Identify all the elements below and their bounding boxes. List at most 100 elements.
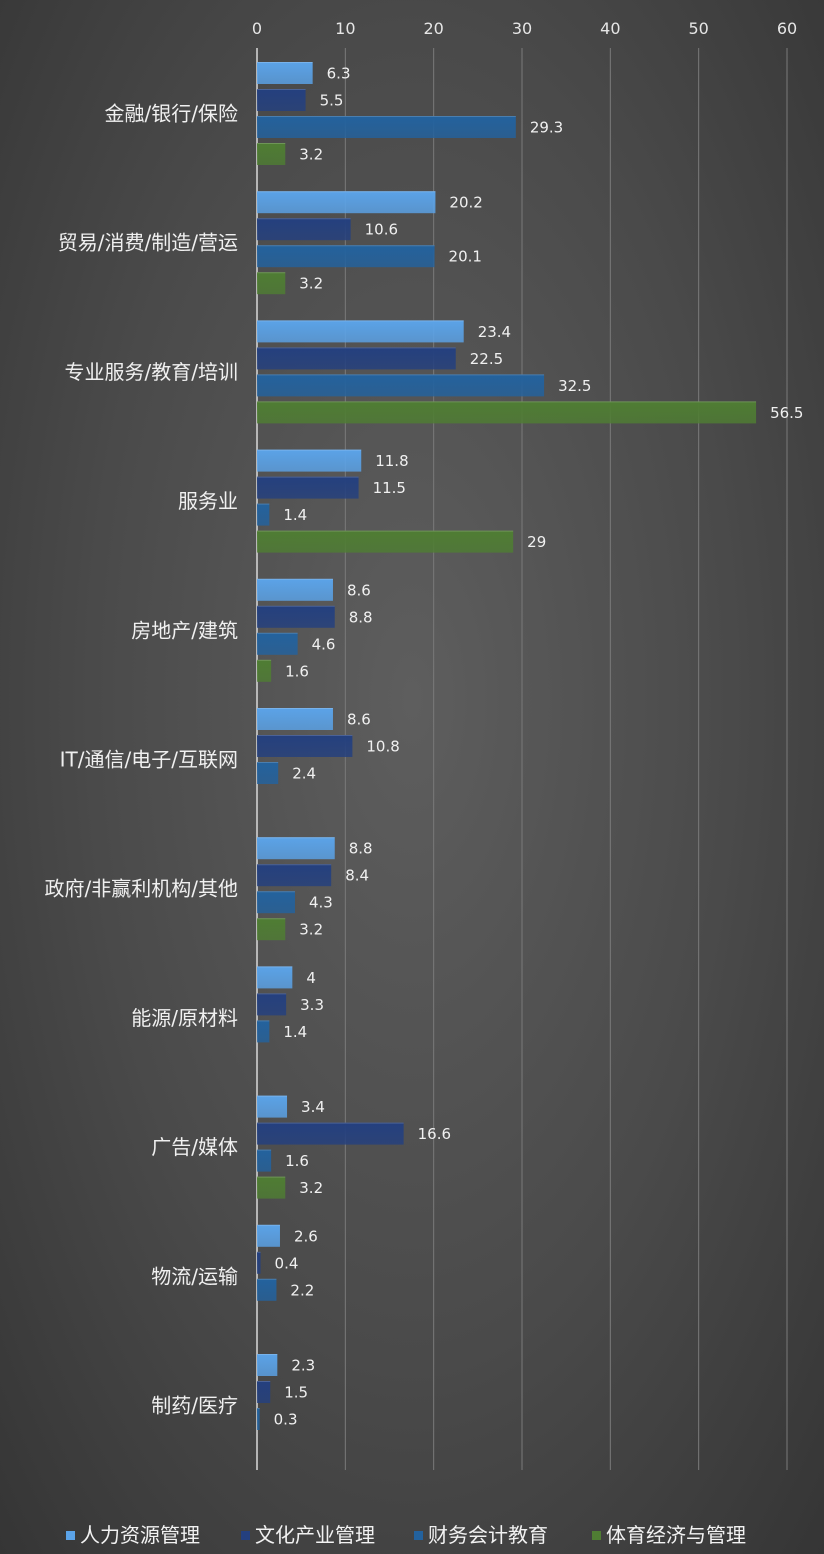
legend-label: 文化产业管理 xyxy=(255,1523,375,1547)
bar xyxy=(257,1278,277,1301)
bar xyxy=(257,272,286,295)
bar xyxy=(257,530,514,553)
data-label: 3.3 xyxy=(300,996,324,1014)
bar xyxy=(257,347,456,370)
bar xyxy=(257,993,287,1016)
data-label: 3.2 xyxy=(299,275,323,293)
x-tick-label: 10 xyxy=(335,19,355,38)
x-tick-label: 40 xyxy=(600,19,620,38)
category-label: 房地产/建筑 xyxy=(131,618,238,642)
category-label: 服务业 xyxy=(178,489,238,513)
data-label: 11.5 xyxy=(373,479,406,497)
legend-swatch xyxy=(241,1531,250,1540)
data-label: 1.6 xyxy=(285,1152,309,1170)
legend-swatch xyxy=(66,1531,75,1540)
data-label: 3.2 xyxy=(299,921,323,939)
bar xyxy=(257,191,436,214)
data-label: 3.2 xyxy=(299,1179,323,1197)
legend-label: 人力资源管理 xyxy=(80,1523,200,1547)
bar xyxy=(257,143,286,165)
bar xyxy=(257,89,306,111)
category-label: 物流/运输 xyxy=(151,1264,238,1288)
data-label: 8.8 xyxy=(349,840,373,858)
data-label: 2.3 xyxy=(291,1357,315,1375)
x-tick-label: 30 xyxy=(512,19,532,38)
data-label: 20.2 xyxy=(449,194,482,212)
data-label: 20.1 xyxy=(449,248,482,266)
data-label: 56.5 xyxy=(770,404,803,422)
bar xyxy=(257,320,464,343)
bar xyxy=(257,245,435,268)
bar xyxy=(257,449,362,472)
bar xyxy=(257,1224,280,1247)
data-label: 1.4 xyxy=(283,1023,307,1041)
bar xyxy=(257,735,353,757)
data-label: 4.3 xyxy=(309,894,333,912)
bar xyxy=(257,1122,404,1145)
legend-label: 体育经济与管理 xyxy=(606,1523,746,1547)
bar xyxy=(257,1095,288,1118)
data-label: 3.4 xyxy=(301,1098,325,1116)
x-tick-label: 60 xyxy=(777,19,797,38)
bar xyxy=(257,762,279,784)
legend-label: 财务会计教育 xyxy=(428,1523,548,1547)
data-label: 23.4 xyxy=(478,323,511,341)
bar xyxy=(257,1354,278,1376)
bar xyxy=(257,503,270,526)
data-label: 4 xyxy=(306,969,316,987)
bar xyxy=(257,1020,270,1043)
data-label: 16.6 xyxy=(418,1125,451,1143)
bar xyxy=(257,918,286,941)
bar xyxy=(257,1149,272,1172)
bar xyxy=(257,62,313,84)
bar xyxy=(257,401,757,424)
data-label: 1.6 xyxy=(285,662,309,680)
category-label: 贸易/消费/制造/营运 xyxy=(58,231,238,255)
data-label: 6.3 xyxy=(327,65,351,83)
data-label: 5.5 xyxy=(320,92,344,110)
legend-swatch xyxy=(414,1531,423,1540)
data-label: 8.6 xyxy=(347,581,371,599)
data-label: 3.2 xyxy=(299,146,323,164)
bar xyxy=(257,605,335,628)
bar xyxy=(257,864,332,887)
data-label: 2.6 xyxy=(294,1227,318,1245)
bar xyxy=(257,1176,286,1199)
bar xyxy=(257,578,333,601)
bar xyxy=(257,708,333,730)
data-label: 8.4 xyxy=(345,867,369,885)
bar xyxy=(257,837,335,860)
bar xyxy=(257,476,359,499)
bar xyxy=(257,966,293,989)
bar xyxy=(257,1251,261,1274)
category-label: 专业服务/教育/培训 xyxy=(65,360,238,384)
data-label: 1.5 xyxy=(284,1384,308,1402)
data-label: 2.4 xyxy=(292,765,316,783)
x-tick-label: 50 xyxy=(688,19,708,38)
data-label: 11.8 xyxy=(375,452,408,470)
data-label: 8.6 xyxy=(347,711,371,729)
bar xyxy=(257,659,272,682)
data-label: 2.2 xyxy=(290,1281,314,1299)
data-label: 22.5 xyxy=(470,350,503,368)
category-label: 政府/非赢利机构/其他 xyxy=(45,877,238,901)
category-label: 金融/银行/保险 xyxy=(105,102,238,126)
bar xyxy=(257,374,545,397)
data-label: 8.8 xyxy=(349,608,373,626)
bar xyxy=(257,116,516,138)
data-label: 10.6 xyxy=(365,221,398,239)
category-label: IT/通信/电子/互联网 xyxy=(60,748,238,772)
x-tick-label: 20 xyxy=(423,19,443,38)
data-label: 1.4 xyxy=(283,506,307,524)
bar xyxy=(257,632,298,655)
data-label: 29 xyxy=(527,533,546,551)
x-tick-label: 0 xyxy=(252,19,262,38)
category-label: 能源/原材料 xyxy=(131,1006,238,1030)
legend-swatch xyxy=(592,1531,601,1540)
data-label: 0.4 xyxy=(275,1254,299,1272)
data-label: 4.6 xyxy=(312,635,336,653)
data-label: 29.3 xyxy=(530,119,563,137)
bar xyxy=(257,891,295,914)
